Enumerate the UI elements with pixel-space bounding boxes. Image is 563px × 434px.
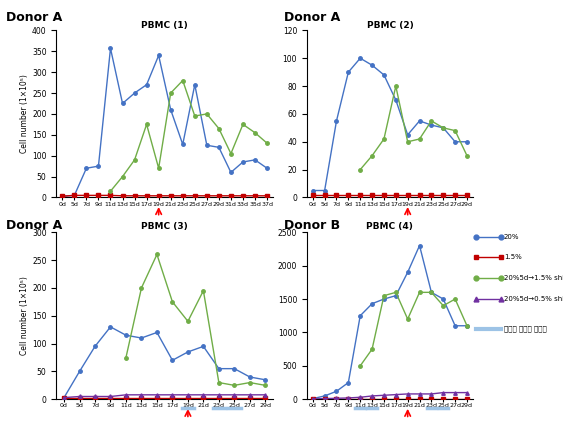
Text: 20%: 20% <box>504 233 520 240</box>
Text: 20%5d→0.5% shift: 20%5d→0.5% shift <box>504 296 563 302</box>
Text: 저산소 찲버의 오작동: 저산소 찲버의 오작동 <box>504 325 547 332</box>
Text: 20%5d→1.5% shift: 20%5d→1.5% shift <box>504 275 563 281</box>
Text: Donor A: Donor A <box>6 11 62 24</box>
Title: PBMC (4): PBMC (4) <box>367 222 413 231</box>
Text: Donor A: Donor A <box>6 219 62 232</box>
Y-axis label: Cell number (1×10⁵): Cell number (1×10⁵) <box>20 276 29 355</box>
Title: PBMC (3): PBMC (3) <box>141 222 188 231</box>
Text: Donor B: Donor B <box>284 219 341 232</box>
Y-axis label: Cell number (1×10⁵): Cell number (1×10⁵) <box>20 75 29 153</box>
Text: 1.5%: 1.5% <box>504 254 522 260</box>
Title: PBMC (2): PBMC (2) <box>367 20 413 30</box>
Text: Donor A: Donor A <box>284 11 341 24</box>
Title: PBMC (1): PBMC (1) <box>141 20 188 30</box>
